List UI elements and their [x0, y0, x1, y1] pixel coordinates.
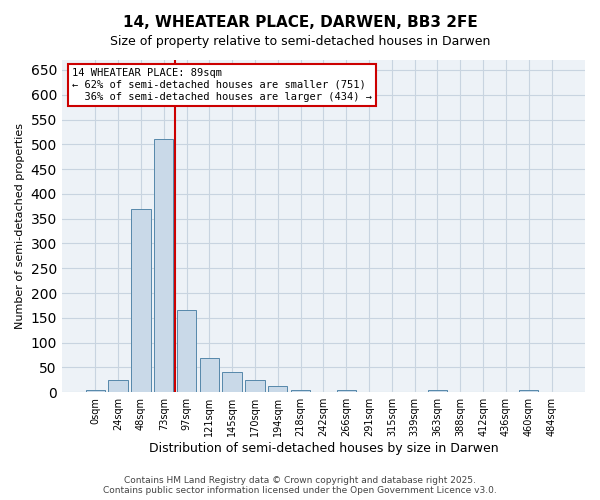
Text: Size of property relative to semi-detached houses in Darwen: Size of property relative to semi-detach…: [110, 35, 490, 48]
Text: Contains HM Land Registry data © Crown copyright and database right 2025.
Contai: Contains HM Land Registry data © Crown c…: [103, 476, 497, 495]
Y-axis label: Number of semi-detached properties: Number of semi-detached properties: [15, 123, 25, 329]
Bar: [86, 390, 105, 392]
Bar: [291, 390, 310, 392]
Bar: [223, 372, 242, 392]
X-axis label: Distribution of semi-detached houses by size in Darwen: Distribution of semi-detached houses by …: [149, 442, 498, 455]
Bar: [245, 380, 265, 392]
Bar: [109, 380, 128, 392]
Bar: [154, 140, 173, 392]
Bar: [131, 209, 151, 392]
Text: 14 WHEATEAR PLACE: 89sqm
← 62% of semi-detached houses are smaller (751)
  36% o: 14 WHEATEAR PLACE: 89sqm ← 62% of semi-d…: [72, 68, 372, 102]
Bar: [337, 390, 356, 392]
Text: 14, WHEATEAR PLACE, DARWEN, BB3 2FE: 14, WHEATEAR PLACE, DARWEN, BB3 2FE: [122, 15, 478, 30]
Bar: [428, 390, 447, 392]
Bar: [200, 358, 219, 392]
Bar: [177, 310, 196, 392]
Bar: [268, 386, 287, 392]
Bar: [519, 390, 538, 392]
